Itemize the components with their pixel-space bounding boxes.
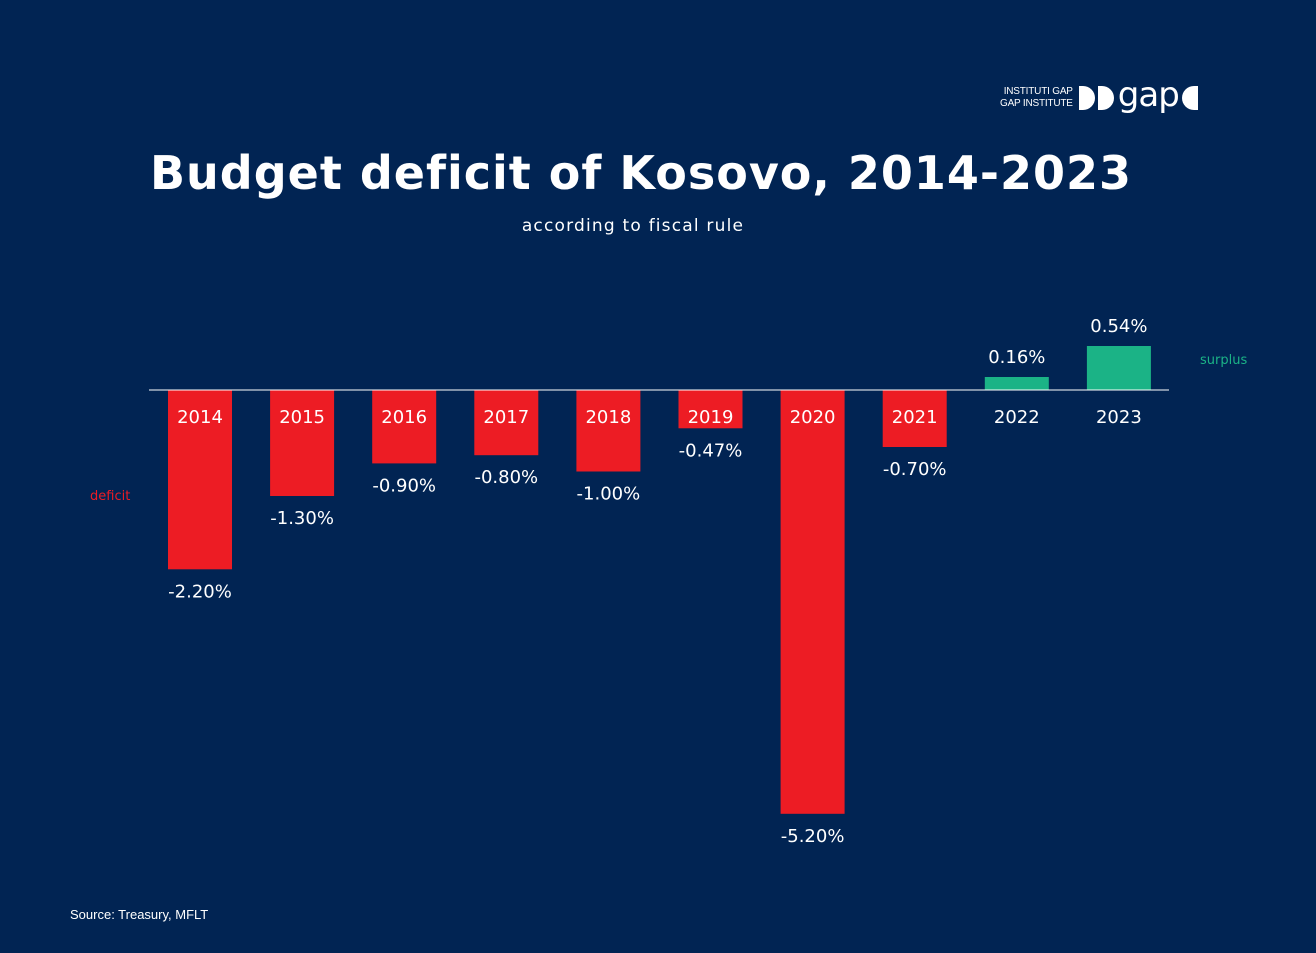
category-label-2016: 2016 bbox=[381, 407, 427, 428]
value-label-2022: 0.16% bbox=[988, 347, 1045, 368]
bar-2021 bbox=[882, 390, 947, 447]
bar-2019 bbox=[678, 390, 743, 429]
bar-2017 bbox=[474, 390, 539, 456]
category-label-2023: 2023 bbox=[1096, 407, 1142, 428]
category-label-2015: 2015 bbox=[279, 407, 325, 428]
value-label-2023: 0.54% bbox=[1090, 316, 1147, 337]
logo-shape-left-2 bbox=[1097, 86, 1114, 110]
value-label-2017: -0.80% bbox=[474, 467, 538, 488]
logo-line-2: GAP INSTITUTE bbox=[1000, 98, 1073, 109]
value-label-2016: -0.90% bbox=[372, 475, 436, 496]
source-note: Source: Treasury, MFLT bbox=[70, 907, 209, 922]
category-label-2017: 2017 bbox=[483, 407, 529, 428]
bars-group bbox=[168, 346, 1151, 814]
bar-2014 bbox=[168, 390, 232, 570]
category-label-2018: 2018 bbox=[585, 407, 631, 428]
category-label-2022: 2022 bbox=[994, 407, 1040, 428]
value-label-2018: -1.00% bbox=[577, 484, 641, 505]
deficit-note: deficit bbox=[90, 489, 130, 504]
chart-subtitle: according to fiscal rule bbox=[521, 216, 745, 236]
surplus-note-text: surplus bbox=[1200, 353, 1248, 368]
surplus-note: surplus bbox=[1200, 353, 1247, 368]
logo-word: gap bbox=[1117, 75, 1180, 115]
bar-2016 bbox=[372, 390, 437, 464]
deficit-note-text: deficit bbox=[90, 489, 131, 504]
bar-2022 bbox=[984, 377, 1049, 390]
value-label-2014: -2.20% bbox=[168, 581, 232, 602]
gap-institute-logo: INSTITUTI GAP GAP INSTITUTE gap bbox=[1000, 78, 1198, 118]
labels-group: 2014 -2.20% 2015 -1.30% 2016 -0.90% 2017 -0.80%… bbox=[168, 316, 1147, 847]
category-label-2020: 2020 bbox=[790, 407, 836, 428]
bar-2023 bbox=[1086, 346, 1151, 390]
value-label-2019: -0.47% bbox=[679, 440, 743, 461]
logo-text: INSTITUTI GAP GAP INSTITUTE bbox=[1000, 86, 1073, 110]
value-label-2020: -5.20% bbox=[781, 826, 845, 847]
value-label-2015: -1.30% bbox=[270, 508, 334, 529]
logo-shape-left-1 bbox=[1078, 86, 1095, 110]
bar-2020 bbox=[780, 390, 845, 814]
category-label-2019: 2019 bbox=[688, 407, 734, 428]
value-label-2021: -0.70% bbox=[883, 459, 947, 480]
bar-2015 bbox=[270, 390, 335, 496]
logo-shape-right bbox=[1181, 86, 1198, 110]
chart-title: Budget deficit of Kosovo, 2014-2023 bbox=[149, 146, 1133, 200]
logo-mark: gap bbox=[1078, 75, 1198, 115]
category-label-2021: 2021 bbox=[892, 407, 938, 428]
bar-2018 bbox=[576, 390, 641, 472]
logo-line-1: INSTITUTI GAP bbox=[1003, 86, 1073, 97]
category-label-2014: 2014 bbox=[177, 407, 223, 428]
